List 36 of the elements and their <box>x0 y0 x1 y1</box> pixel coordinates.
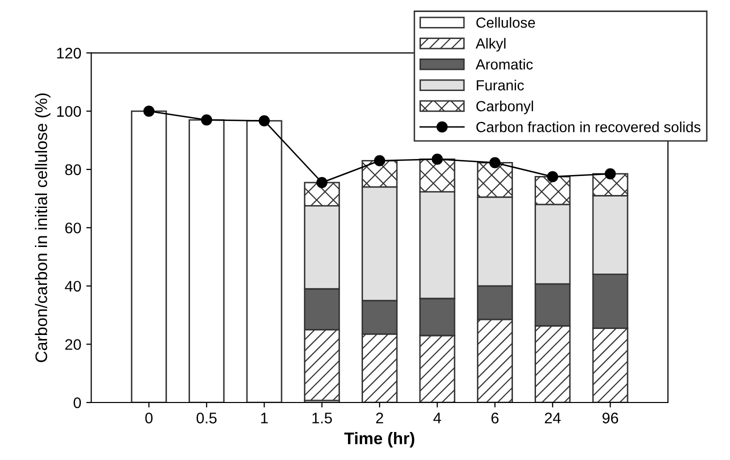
y-tick-label: 100 <box>57 106 81 117</box>
legend-label: Alkyl <box>476 38 506 52</box>
y-tick-label: 120 <box>57 48 81 59</box>
y-tick-label: 80 <box>65 164 81 176</box>
y-tick-label: 60 <box>65 222 81 234</box>
legend-label: Carbonyl <box>476 100 534 114</box>
y-axis-title: Carbon/carbon in initial cellulose (%) <box>34 93 50 362</box>
legend-label: Cellulose <box>476 17 535 28</box>
bar <box>188 119 225 402</box>
x-tick-label: 1.5 <box>312 412 332 424</box>
legend-label: Carbon fraction in recovered solids <box>476 122 700 132</box>
x-tick-label: 0 <box>145 412 153 424</box>
bar <box>246 120 282 402</box>
x-tick-label: 0.5 <box>196 412 217 424</box>
y-tick-label: 0 <box>74 397 81 408</box>
point <box>258 115 270 126</box>
point <box>547 171 558 182</box>
point <box>432 154 443 165</box>
y-tick-label: 40 <box>64 280 81 292</box>
x-tick-label: 6 <box>491 412 499 424</box>
x-tick-label: 96 <box>602 412 618 424</box>
point <box>604 168 616 180</box>
point <box>374 155 386 166</box>
point <box>143 106 154 117</box>
x-tick-label: 1 <box>261 412 268 424</box>
y-tick-label: 20 <box>65 339 81 350</box>
x-tick-label: 2 <box>376 412 384 424</box>
x-tick-label: 4 <box>433 412 442 424</box>
point <box>489 157 500 168</box>
bar <box>130 110 167 402</box>
point <box>316 176 328 188</box>
x-tick-label: 24 <box>544 412 561 424</box>
x-axis-title: Time (hr) <box>344 432 414 448</box>
legend-label: Furanic <box>476 80 524 90</box>
legend-label: Aromatic <box>476 58 533 70</box>
point <box>201 114 212 126</box>
